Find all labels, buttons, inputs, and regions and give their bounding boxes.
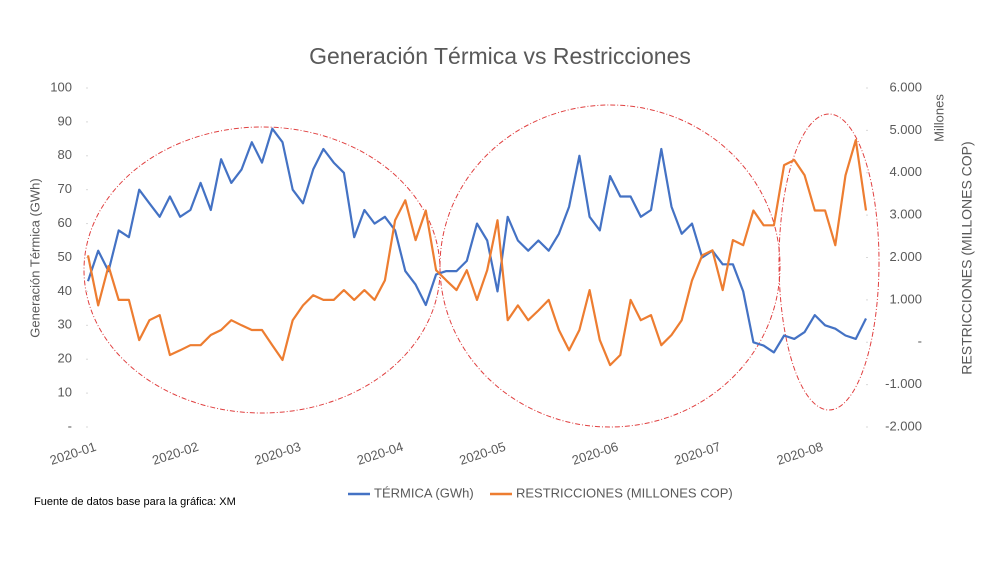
x-tick-label: 2020-03 — [253, 439, 303, 468]
y-tick-label: 60 — [58, 215, 72, 230]
source-note: Fuente de datos base para la gráfica: XM — [34, 496, 236, 508]
y-tick-label: 50 — [58, 249, 72, 264]
x-tick-label: 2020-07 — [672, 439, 722, 468]
x-tick-label: 2020-02 — [150, 439, 200, 468]
y2-tick-label: 6.000 — [889, 79, 922, 94]
series-line — [86, 139, 868, 367]
y-tick-label: 30 — [58, 317, 72, 332]
y-axis-label: Generación Térmica (GWh) — [27, 178, 42, 337]
legend-label: TÉRMICA (GWh) — [374, 485, 474, 500]
x-tick-label: 2020-01 — [48, 439, 98, 468]
x-tick-label: 2020-08 — [775, 439, 825, 468]
y2-tick-label: 3.000 — [889, 207, 922, 222]
y-tick-label: 90 — [58, 113, 72, 128]
x-tick-label: 2020-05 — [457, 439, 507, 468]
legend-label: RESTRICCIONES (MILLONES COP) — [516, 485, 733, 500]
ellipse — [778, 113, 880, 411]
chart-title: Generación Térmica vs Restricciones — [309, 43, 691, 69]
y-tick-label: 80 — [58, 147, 72, 162]
y2-tick-label: 1.000 — [889, 291, 922, 306]
y2-axis-label: RESTRICCIONES (MILLONES COP) — [959, 141, 975, 374]
x-tick-label: 2020-04 — [355, 439, 405, 468]
y2-tick-label: -1.000 — [885, 376, 922, 391]
series-line — [86, 127, 867, 354]
y-tick-label: 10 — [58, 385, 72, 400]
y2-tick-label: - — [918, 334, 922, 349]
y-tick-label: 40 — [58, 283, 72, 298]
y2-unit: Millones — [931, 94, 946, 142]
y-tick-label: 70 — [58, 181, 72, 196]
ellipse — [83, 126, 441, 414]
y2-tick-label: -2.000 — [885, 418, 922, 433]
y-tick-label: 20 — [58, 351, 72, 366]
y-tick-label: - — [68, 418, 72, 433]
y2-tick-label: 2.000 — [889, 249, 922, 264]
x-tick-label: 2020-06 — [570, 439, 620, 468]
annotation-ellipses — [83, 104, 880, 428]
y2-tick-label: 4.000 — [889, 164, 922, 179]
y-tick-label: 100 — [50, 79, 72, 94]
ellipse — [439, 104, 781, 428]
y2-tick-label: 5.000 — [889, 122, 922, 137]
